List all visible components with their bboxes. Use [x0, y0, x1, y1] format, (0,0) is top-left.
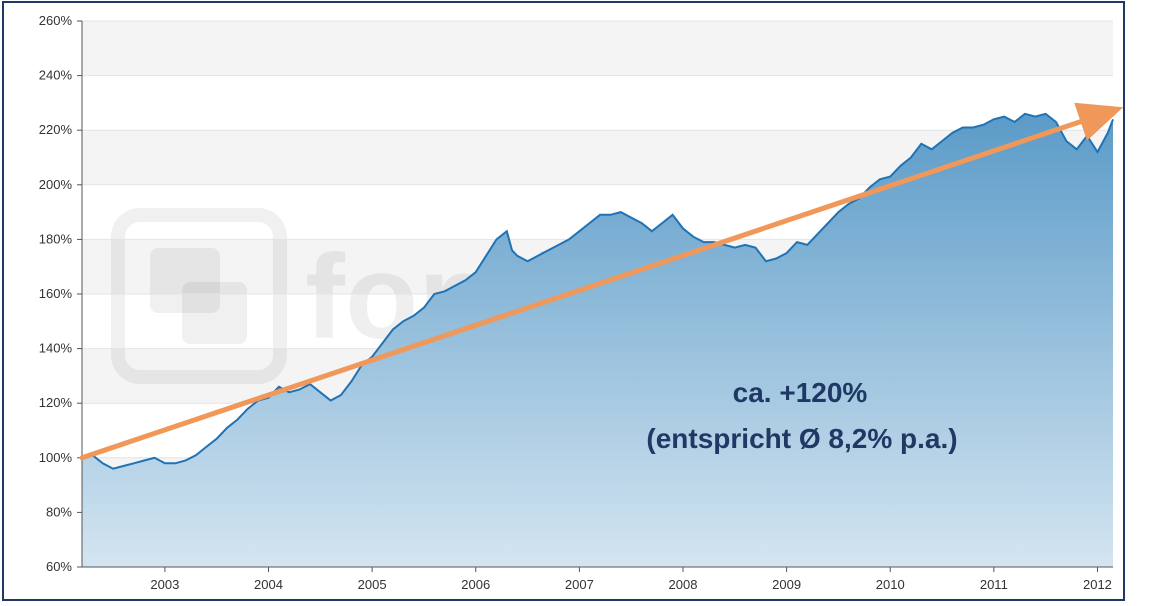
x-tick-label: 2006 — [461, 577, 490, 592]
y-tick-label: 240% — [39, 68, 73, 83]
y-axis-ticks: 60% 80% 100% 120% 140% 160% 180% 200% 220% 240% 26… — [39, 13, 82, 574]
y-tick-label: 260% — [39, 13, 73, 28]
y-tick-label: 140% — [39, 341, 73, 356]
x-tick-label: 2010 — [876, 577, 905, 592]
annotation-gain: ca. +120% — [733, 377, 868, 408]
y-tick-label: 200% — [39, 177, 73, 192]
x-tick-label: 2011 — [980, 577, 1008, 592]
y-tick-label: 220% — [39, 122, 73, 137]
y-tick-label: 60% — [46, 559, 72, 574]
y-tick-label: 100% — [39, 450, 73, 465]
y-tick-label: 180% — [39, 231, 73, 246]
x-tick-label: 2009 — [772, 577, 801, 592]
grid-band — [82, 21, 1113, 76]
y-tick-label: 160% — [39, 286, 73, 301]
trend-arrow — [79, 102, 1124, 461]
x-tick-label: 2008 — [669, 577, 698, 592]
x-axis-ticks: 2003 2004 2005 2006 2007 2008 2009 2010 2011 2012 — [150, 567, 1112, 592]
y-tick-label: 120% — [39, 395, 73, 410]
watermark-logo-icon — [111, 208, 287, 384]
x-tick-label: 2004 — [254, 577, 283, 592]
series-line — [81, 112, 1114, 470]
x-tick-label: 2005 — [358, 577, 387, 592]
y-tick-label: 80% — [46, 504, 72, 519]
x-tick-label: 2003 — [150, 577, 179, 592]
series-area — [82, 113, 1113, 568]
x-tick-label: 2012 — [1083, 577, 1112, 592]
x-tick-label: 2007 — [565, 577, 594, 592]
annotation-annual: (entspricht Ø 8,2% p.a.) — [646, 423, 957, 454]
